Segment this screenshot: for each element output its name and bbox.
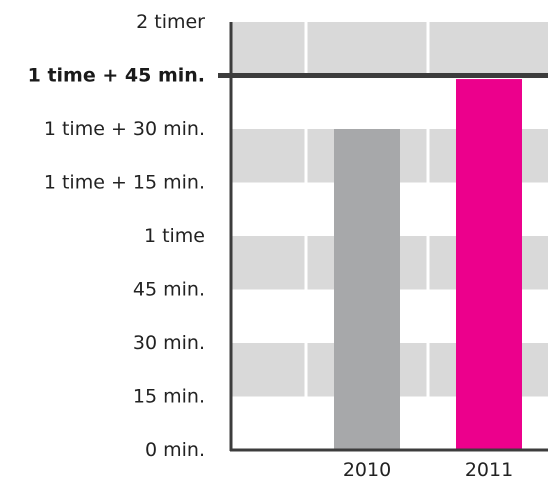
y-tick-label: 45 min. [133,279,205,301]
y-tick-label: 1 time + 15 min. [44,172,205,194]
axes [229,22,548,452]
vertical-gridlines [304,22,430,450]
y-tick-label: 1 time [144,225,205,247]
reference-line-label: 1 time + 45 min. [28,65,205,87]
y-tick-label: 1 time + 30 min. [44,118,205,140]
background-band [231,22,548,76]
y-tick-label: 15 min. [133,386,205,408]
bar-2011 [456,79,522,451]
y-tick-label: 30 min. [133,332,205,354]
y-tick-label: 2 timer [136,11,205,33]
x-tick-label: 2011 [465,459,513,481]
bars [334,79,522,451]
y-axis-tick-labels: 0 min. 15 min. 30 min. 45 min. 1 time 1 time … [28,11,206,461]
x-tick-label: 2010 [343,459,391,481]
bar-2010 [334,129,400,450]
y-tick-label: 0 min. [145,439,205,461]
x-axis-tick-labels: 2010 2011 [343,459,513,481]
